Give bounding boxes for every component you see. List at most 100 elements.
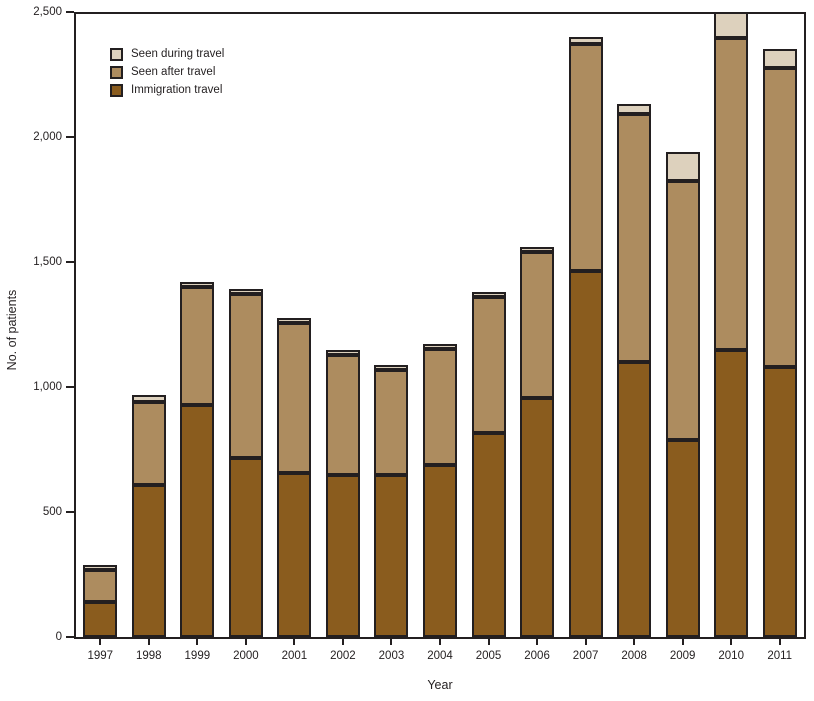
x-axis-title: Year	[427, 678, 453, 692]
bar-1999	[180, 282, 215, 637]
legend-item-seen-during-travel: Seen during travel	[110, 47, 224, 61]
segment-seen-during-travel	[131, 395, 166, 402]
segment-seen-during-travel	[228, 289, 263, 294]
segment-immigration-travel	[131, 485, 166, 637]
x-tick-label: 1997	[87, 650, 114, 662]
bar-2009	[665, 152, 700, 637]
legend-item-immigration-travel: Immigration travel	[110, 83, 224, 97]
x-tick	[439, 639, 441, 645]
segment-immigration-travel	[665, 440, 700, 637]
segment-seen-during-travel	[374, 365, 409, 370]
segment-seen-during-travel	[423, 344, 457, 349]
segment-immigration-travel	[423, 465, 457, 637]
segment-immigration-travel	[471, 433, 506, 637]
x-tick-label: 2010	[718, 650, 744, 662]
segment-seen-after-travel	[520, 252, 555, 398]
legend-label: Immigration travel	[131, 84, 223, 96]
segment-seen-after-travel	[374, 370, 409, 475]
y-tick-label: 500	[42, 506, 62, 518]
x-tick	[293, 639, 296, 645]
bar-2008	[617, 104, 652, 637]
segment-immigration-travel	[520, 398, 555, 637]
x-tick-label: 2006	[524, 650, 550, 662]
segment-seen-after-travel	[762, 68, 797, 367]
bar-2000	[228, 289, 263, 637]
segment-seen-after-travel	[617, 114, 652, 362]
x-tick	[244, 639, 247, 645]
segment-seen-during-travel	[325, 350, 360, 355]
x-tick-label: 2009	[669, 650, 696, 662]
segment-seen-after-travel	[83, 570, 118, 602]
segment-seen-during-travel	[665, 152, 700, 181]
legend-swatch-icon	[110, 65, 123, 79]
x-tick	[487, 639, 490, 645]
segment-seen-after-travel	[471, 297, 506, 433]
y-tick	[66, 261, 74, 263]
bar-2003	[374, 365, 409, 637]
segment-immigration-travel	[617, 362, 652, 637]
bars-layer	[76, 14, 804, 637]
segment-seen-during-travel	[180, 282, 215, 287]
y-tick-label: 2,000	[33, 131, 62, 143]
x-tick	[196, 639, 199, 645]
y-tick-label: 0	[55, 631, 62, 643]
segment-seen-during-travel	[277, 318, 312, 323]
x-tick	[730, 639, 733, 645]
x-tick-label: 2001	[281, 650, 308, 662]
x-tick-label: 2000	[233, 650, 259, 662]
segment-seen-during-travel	[520, 247, 555, 252]
x-tick	[341, 639, 344, 645]
x-tick	[536, 639, 539, 645]
legend-swatch-icon	[110, 47, 123, 61]
segment-seen-during-travel	[762, 49, 797, 68]
segment-seen-after-travel	[228, 294, 263, 458]
segment-immigration-travel	[374, 475, 409, 637]
bar-2002	[325, 350, 360, 637]
y-axis-title: No. of patients	[5, 289, 19, 371]
legend-item-seen-after-travel: Seen after travel	[110, 65, 224, 79]
segment-immigration-travel	[228, 458, 263, 637]
x-tick	[147, 639, 150, 645]
bar-2004	[423, 344, 457, 637]
bar-1998	[131, 395, 166, 637]
y-tick-label: 1,000	[33, 381, 62, 393]
segment-seen-after-travel	[180, 287, 215, 405]
y-tick	[66, 511, 74, 513]
bar-2007	[568, 37, 603, 637]
y-tick-label: 1,500	[33, 256, 62, 268]
segment-seen-during-travel	[617, 104, 652, 114]
y-tick-label: 2,500	[33, 6, 62, 18]
segment-immigration-travel	[325, 475, 360, 637]
x-tick-label: 2005	[475, 650, 502, 662]
x-tick-label: 2007	[572, 650, 599, 662]
x-tick	[633, 639, 636, 645]
segment-immigration-travel	[568, 271, 603, 637]
bar-2001	[277, 318, 312, 637]
segment-seen-during-travel	[83, 565, 118, 570]
segment-immigration-travel	[277, 473, 312, 637]
segment-seen-during-travel	[471, 292, 506, 297]
legend-swatch-icon	[110, 83, 123, 97]
legend-label: Seen during travel	[131, 48, 225, 60]
bar-1997	[83, 565, 118, 637]
x-tick	[681, 639, 684, 645]
bar-2011	[762, 49, 797, 637]
y-tick	[66, 636, 74, 638]
x-tick	[778, 639, 781, 645]
segment-immigration-travel	[762, 367, 797, 637]
x-tick	[584, 639, 587, 645]
segment-seen-after-travel	[277, 323, 312, 473]
x-tick	[390, 639, 393, 645]
legend-label: Seen after travel	[131, 66, 216, 78]
legend: Seen during travel Seen after travel Immig…	[110, 47, 224, 101]
segment-seen-after-travel	[568, 44, 603, 271]
segment-immigration-travel	[83, 602, 118, 637]
x-tick-label: 2002	[330, 650, 356, 662]
x-tick-label: 2003	[378, 650, 405, 662]
segment-seen-after-travel	[714, 38, 749, 350]
segment-immigration-travel	[714, 350, 749, 637]
plot-area: Seen during travel Seen after travel Immig…	[74, 12, 806, 639]
x-tick	[99, 639, 102, 645]
bar-2006	[520, 247, 555, 637]
